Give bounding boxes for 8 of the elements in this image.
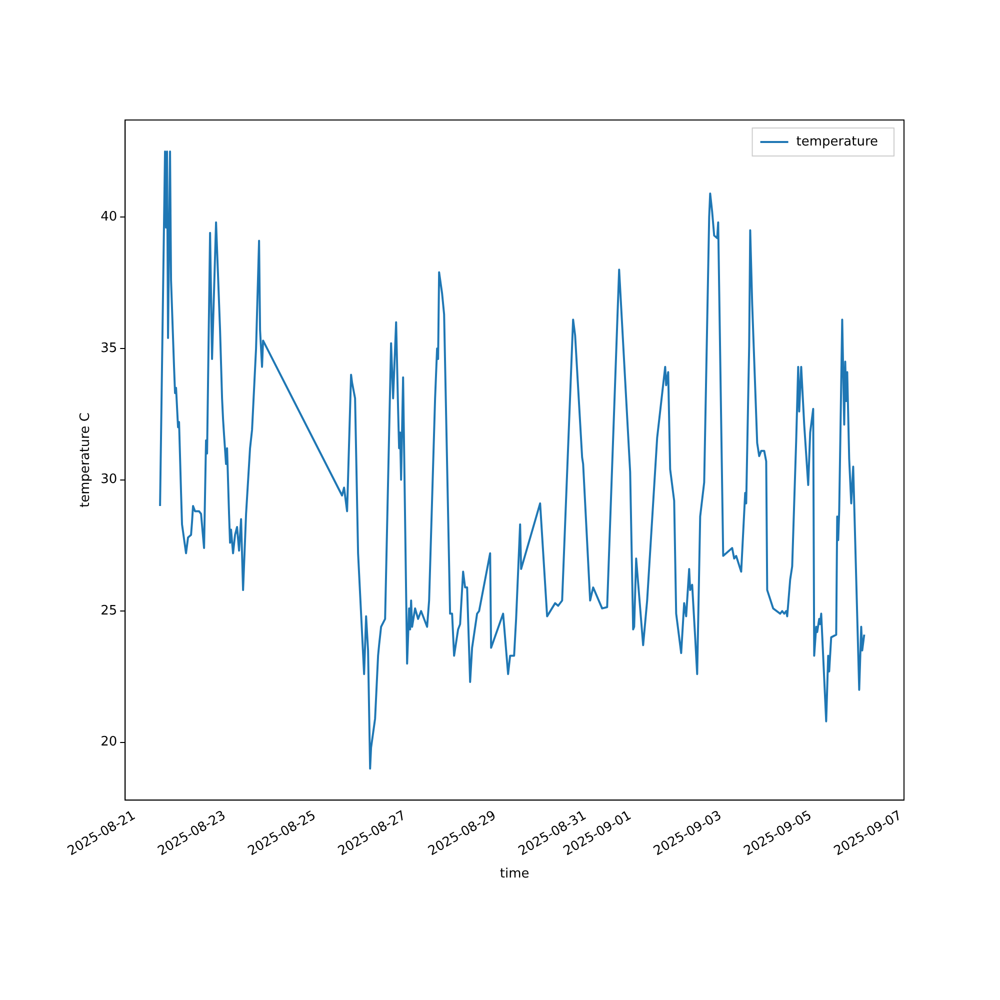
y-tick-label: 20 — [100, 734, 118, 750]
legend-label: temperature — [796, 134, 878, 150]
y-tick-label: 30 — [100, 472, 118, 488]
y-tick-label: 40 — [100, 210, 118, 225]
y-tick-label: 25 — [100, 603, 118, 618]
y-tick-label: 35 — [100, 340, 118, 356]
y-axis-title: temperature C — [78, 412, 94, 508]
x-axis-title: time — [500, 866, 530, 882]
